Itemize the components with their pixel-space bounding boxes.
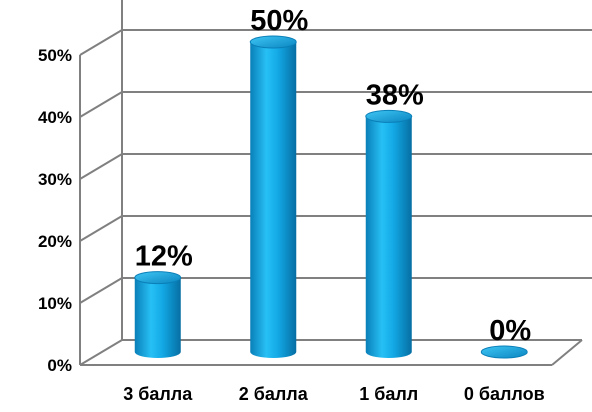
grid (79, 0, 592, 366)
bar-body (250, 42, 297, 358)
bar (480, 345, 528, 359)
gridline-side (79, 277, 123, 304)
bar (134, 271, 182, 358)
bar-body (365, 116, 412, 359)
y-tick-label: 50% (38, 46, 72, 65)
y-axis: 0% 10% 20% 30% 40% 50% (38, 46, 72, 375)
x-tick-label: 3 балла (123, 384, 193, 404)
gridline-side (79, 91, 123, 118)
floor-right-edge (551, 339, 583, 366)
bar (365, 109, 413, 359)
data-label: 50% (250, 5, 308, 37)
data-labels: 12% 50% 38% 0% (135, 5, 532, 347)
bar-top (365, 109, 413, 123)
y-tick-label: 30% (38, 170, 72, 189)
x-tick-label: 1 балл (359, 384, 418, 404)
bar-body (134, 277, 181, 358)
data-label: 0% (489, 315, 531, 347)
bar (249, 35, 297, 358)
y-tick-label: 40% (38, 108, 72, 127)
data-label: 38% (366, 79, 424, 111)
y-tick-label: 20% (38, 232, 72, 251)
y-tick-label: 10% (38, 294, 72, 313)
y-tick-label: 0% (47, 356, 72, 375)
data-label: 12% (135, 241, 193, 273)
x-tick-label: 2 балла (239, 384, 309, 404)
gridline-side (79, 215, 123, 242)
gridline-side (79, 339, 123, 366)
bar-top (249, 35, 297, 49)
bar-top (480, 345, 528, 359)
gridline-side (79, 29, 123, 56)
x-axis: 3 балла 2 балла 1 балл 0 баллов (123, 384, 544, 404)
bars (134, 35, 528, 359)
x-tick-label: 0 баллов (464, 384, 545, 404)
gridline-side (79, 153, 123, 180)
bar-top (134, 271, 182, 285)
